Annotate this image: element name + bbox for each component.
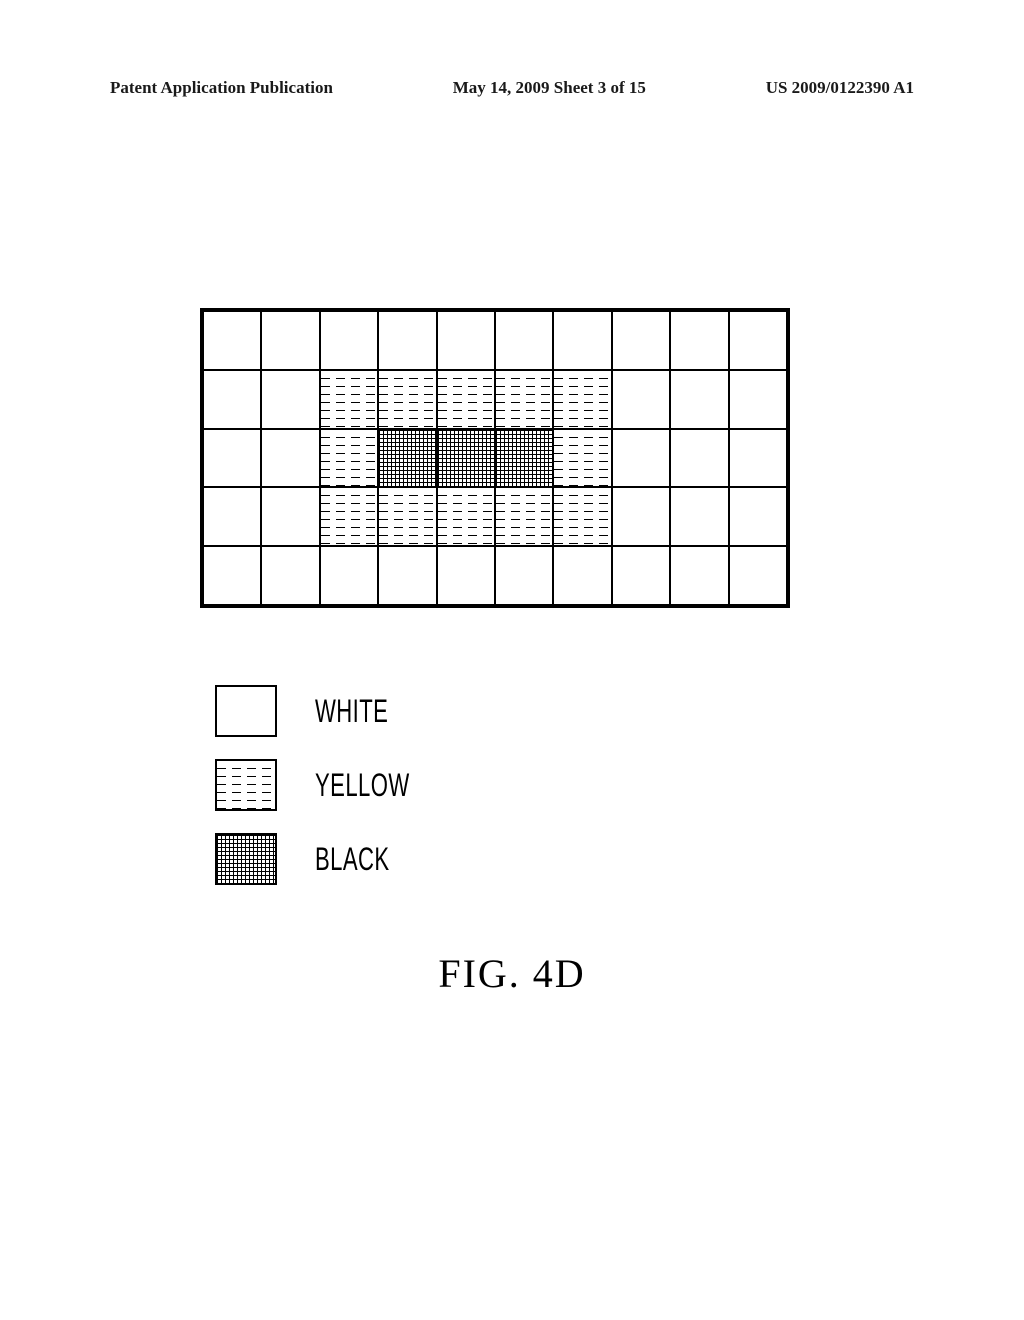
figure-caption: FIG. 4D — [0, 950, 1024, 997]
grid-cell — [495, 311, 553, 370]
pattern-grid — [200, 308, 790, 608]
grid-cell — [320, 546, 378, 605]
figure-4d — [200, 308, 790, 608]
grid-cell — [553, 429, 611, 488]
black-pattern — [496, 430, 552, 487]
grid-cell — [729, 429, 787, 488]
grid-cell — [670, 370, 728, 429]
grid-cell — [261, 311, 319, 370]
grid-cell — [553, 370, 611, 429]
grid-cell — [729, 546, 787, 605]
yellow-pattern — [217, 761, 275, 809]
grid-cell — [612, 546, 670, 605]
grid-cell — [378, 370, 436, 429]
grid-cell — [670, 546, 728, 605]
grid-cell — [553, 311, 611, 370]
legend-swatch-black — [215, 833, 277, 885]
yellow-pattern — [379, 488, 435, 545]
grid-cell — [495, 546, 553, 605]
yellow-pattern — [496, 371, 552, 428]
grid-cell — [437, 487, 495, 546]
grid-cell — [378, 487, 436, 546]
grid-cell — [495, 429, 553, 488]
legend-swatch-white — [215, 685, 277, 737]
grid-cell — [729, 487, 787, 546]
yellow-pattern — [496, 488, 552, 545]
grid-cell — [729, 311, 787, 370]
legend: WHITE YELLOW BLACK — [215, 685, 426, 907]
grid-cell — [670, 487, 728, 546]
grid-cell — [378, 429, 436, 488]
grid-cell — [320, 311, 378, 370]
yellow-pattern — [321, 371, 377, 428]
grid-cell — [612, 370, 670, 429]
yellow-pattern — [321, 430, 377, 487]
yellow-pattern — [438, 488, 494, 545]
grid-cell — [729, 370, 787, 429]
yellow-pattern — [554, 488, 610, 545]
grid-cell — [437, 546, 495, 605]
grid-cell — [320, 429, 378, 488]
header-right: US 2009/0122390 A1 — [766, 78, 914, 98]
grid-cell — [261, 487, 319, 546]
grid-cell — [670, 429, 728, 488]
legend-label: BLACK — [315, 840, 390, 879]
grid-cell — [612, 311, 670, 370]
grid-cell — [320, 370, 378, 429]
grid-cell — [553, 546, 611, 605]
grid-cell — [261, 370, 319, 429]
black-pattern — [438, 430, 494, 487]
header-center: May 14, 2009 Sheet 3 of 15 — [453, 78, 646, 98]
grid-cell — [612, 487, 670, 546]
grid-cell — [495, 370, 553, 429]
grid-cell — [261, 429, 319, 488]
grid-cell — [261, 546, 319, 605]
header-left: Patent Application Publication — [110, 78, 333, 98]
legend-swatch-yellow — [215, 759, 277, 811]
grid-cell — [203, 370, 261, 429]
grid-cell — [437, 429, 495, 488]
grid-cell — [495, 487, 553, 546]
grid-cell — [203, 546, 261, 605]
grid-cell — [378, 311, 436, 370]
yellow-pattern — [321, 488, 377, 545]
yellow-pattern — [554, 430, 610, 487]
grid-cell — [670, 311, 728, 370]
yellow-pattern — [379, 371, 435, 428]
grid-cell — [437, 370, 495, 429]
yellow-pattern — [438, 371, 494, 428]
grid-cell — [203, 487, 261, 546]
grid-cell — [553, 487, 611, 546]
black-pattern — [217, 835, 275, 883]
grid-cell — [203, 429, 261, 488]
yellow-pattern — [554, 371, 610, 428]
black-pattern — [379, 430, 435, 487]
grid-cell — [612, 429, 670, 488]
legend-label: YELLOW — [315, 766, 410, 805]
legend-label: WHITE — [315, 692, 388, 731]
page-header: Patent Application Publication May 14, 2… — [110, 78, 914, 98]
grid-cell — [378, 546, 436, 605]
grid-cell — [203, 311, 261, 370]
legend-row: YELLOW — [215, 759, 426, 811]
grid-cell — [320, 487, 378, 546]
legend-row: WHITE — [215, 685, 426, 737]
grid-cell — [437, 311, 495, 370]
legend-row: BLACK — [215, 833, 426, 885]
